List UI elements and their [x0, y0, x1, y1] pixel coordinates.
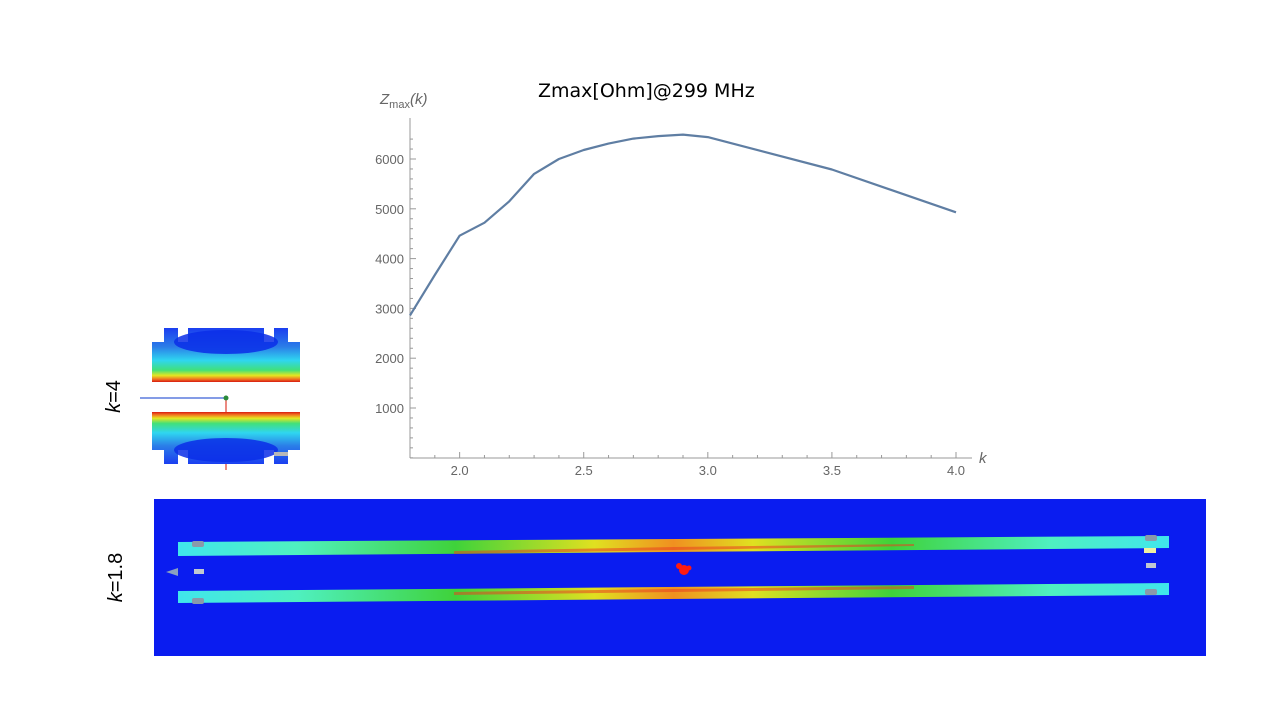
y-tick-label: 2000 [375, 351, 404, 366]
label-k1.8: k=1.8 [105, 553, 128, 602]
field-map-k4 [140, 328, 300, 470]
y-tick-label: 6000 [375, 152, 404, 167]
chart-points [409, 134, 957, 317]
y-tick-label: 5000 [375, 202, 404, 217]
label-k4: k=4 [103, 380, 126, 413]
x-tick-label: 3.5 [823, 463, 841, 478]
y-tick-label: 1000 [375, 401, 404, 416]
label-k4-value: =4 [102, 380, 125, 403]
y-tick-label: 4000 [375, 252, 404, 267]
chart-ticks: 2.0 2.5 3.0 3.5 4.0 1000 2000 3000 4000 5000 6000 [375, 138, 965, 478]
chart-title: Zmax[Ohm]@299 MHz [538, 80, 755, 102]
x-tick-label: 2.0 [451, 463, 469, 478]
x-tick-label: 3.0 [699, 463, 717, 478]
x-tick-label: 2.5 [575, 463, 593, 478]
series-line-0 [409, 133, 957, 316]
label-k4-var: k [102, 402, 125, 413]
x-axis-label: k [979, 450, 988, 467]
zmax-line-chart: 2.0 2.5 3.0 3.5 4.0100020003000400050006000 … [375, 91, 988, 478]
y-axis-label: Zmax(k) [379, 91, 427, 111]
y-tick-label: 3000 [375, 301, 404, 316]
chart-series [409, 133, 957, 316]
label-k18-value: =1.8 [105, 552, 128, 593]
x-tick-label: 4.0 [947, 463, 965, 478]
field-map-k1.8 [154, 499, 1206, 656]
chart-axes [409, 118, 972, 459]
label-k18-var: k [105, 592, 128, 603]
